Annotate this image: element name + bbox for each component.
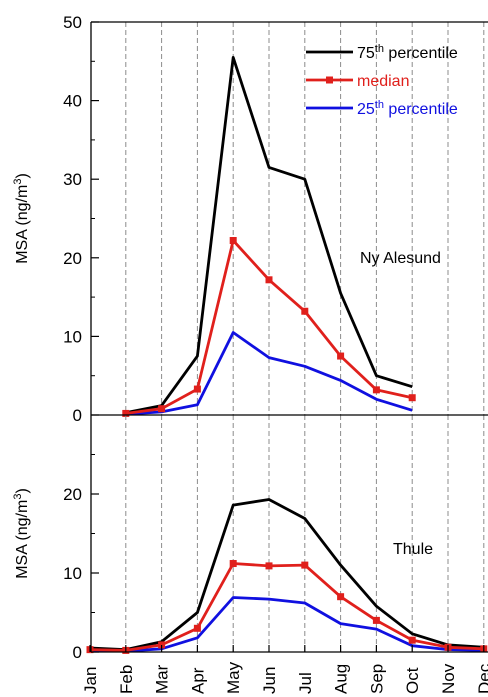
data-point-median [372,386,380,394]
data-point-median [193,385,201,393]
series-line-median-bottom [89,562,484,652]
data-point-median [408,394,416,402]
x-tick-label-jul: Jul [296,672,315,694]
data-point-median [337,352,345,360]
y-tick-label-top: 40 [63,92,82,111]
y-tick-label-bottom: 0 [73,643,82,662]
panel-label-thule: Thule [393,541,433,558]
data-point-median [229,237,237,245]
legend-marker-median [326,76,333,84]
y-tick-label-bottom: 20 [63,485,82,504]
data-point-median [301,307,309,315]
data-point-median [193,624,201,632]
series-line-p25-top [125,331,413,416]
x-tick-label-aug: Aug [332,664,351,694]
x-tick-label-may: May [224,661,243,694]
x-tick-label-dec: Dec [475,663,488,694]
y-tick-label-top: 50 [63,13,82,32]
legend: 75th percentile median 25th percentile [306,43,458,118]
data-point-median [372,616,380,624]
y-tick-label-top: 10 [63,327,82,346]
data-point-median [122,409,130,417]
data-point-median [265,562,273,570]
data-point-median [301,561,309,569]
x-tick-label-nov: Nov [439,663,458,694]
x-tick-label-jun: Jun [260,667,279,694]
data-point-median [158,405,166,413]
data-point-median [408,636,416,644]
data-point-median [337,593,345,601]
y-tick-label-top: 20 [63,249,82,268]
y-tick-label-top: 30 [63,170,82,189]
data-point-median [229,560,237,568]
x-tick-label-mar: Mar [153,664,172,694]
series-line-p75-top [125,56,413,414]
legend-label-median: median [357,73,409,90]
y-tick-label-top: 0 [73,406,82,425]
data-point-median [158,641,166,649]
panel-label-ny-alesund: Ny Alesund [360,250,441,267]
y-axis-title-top: MSA (ng/m3) [12,173,31,264]
legend-label-p25: 25th percentile [357,99,458,118]
x-tick-label-sep: Sep [367,664,386,694]
legend-label-p75: 75th percentile [357,43,458,62]
x-tick-label-apr: Apr [188,667,207,694]
data-point-median [265,276,273,284]
series-line-p25-bottom [89,596,484,653]
x-tick-label-feb: Feb [117,665,136,694]
x-tick-label-oct: Oct [403,667,422,694]
series-line-p75-bottom [89,498,484,651]
y-tick-label-bottom: 10 [63,564,82,583]
y-axis-title-bottom: MSA (ng/m3) [12,488,31,579]
x-tick-label-jan: Jan [81,667,100,694]
